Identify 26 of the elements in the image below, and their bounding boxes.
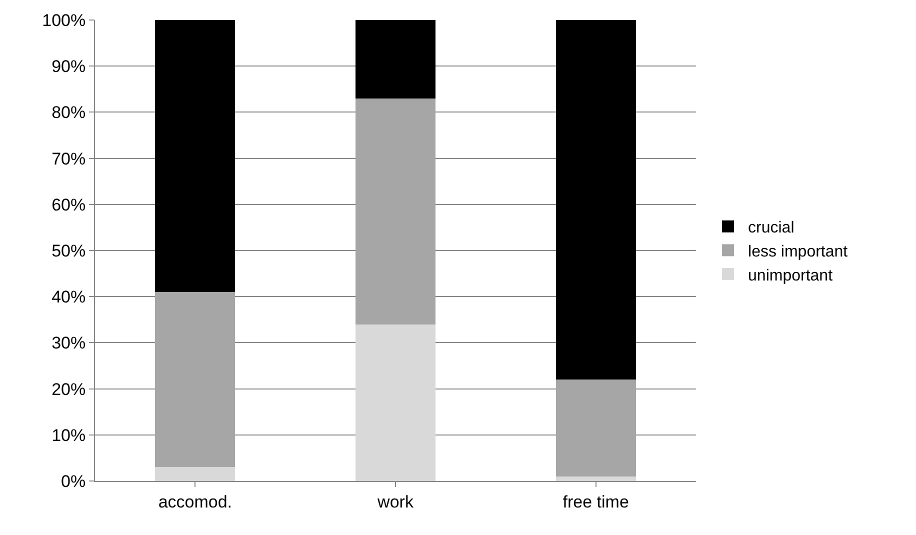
y-tick-label: 0%	[61, 472, 86, 491]
x-tick-label: accomod.	[158, 492, 232, 512]
y-tick-label: 40%	[52, 288, 86, 307]
bar	[556, 380, 636, 476]
x-tick-label: work	[376, 492, 414, 512]
x-tick-label: free time	[562, 492, 629, 512]
y-tick-label: 90%	[52, 57, 86, 76]
y-tick-label: 20%	[52, 380, 86, 399]
y-tick-label: 10%	[52, 426, 86, 445]
legend-label: less important	[748, 243, 848, 260]
y-tick-label: 100%	[42, 10, 86, 30]
y-tick-label: 30%	[52, 334, 86, 353]
bar	[155, 20, 236, 292]
bar	[556, 20, 636, 380]
bar	[155, 467, 236, 481]
bar	[355, 20, 436, 98]
legend-label: crucial	[748, 220, 794, 237]
y-tick-label: 50%	[52, 241, 86, 260]
legend-label: unimportant	[748, 267, 834, 284]
bar	[556, 476, 636, 481]
y-tick-label: 60%	[52, 195, 86, 214]
bar	[355, 324, 436, 481]
bar	[155, 292, 236, 468]
bar	[355, 98, 436, 324]
y-tick-label: 70%	[52, 149, 86, 168]
y-tick-label: 80%	[52, 103, 86, 122]
